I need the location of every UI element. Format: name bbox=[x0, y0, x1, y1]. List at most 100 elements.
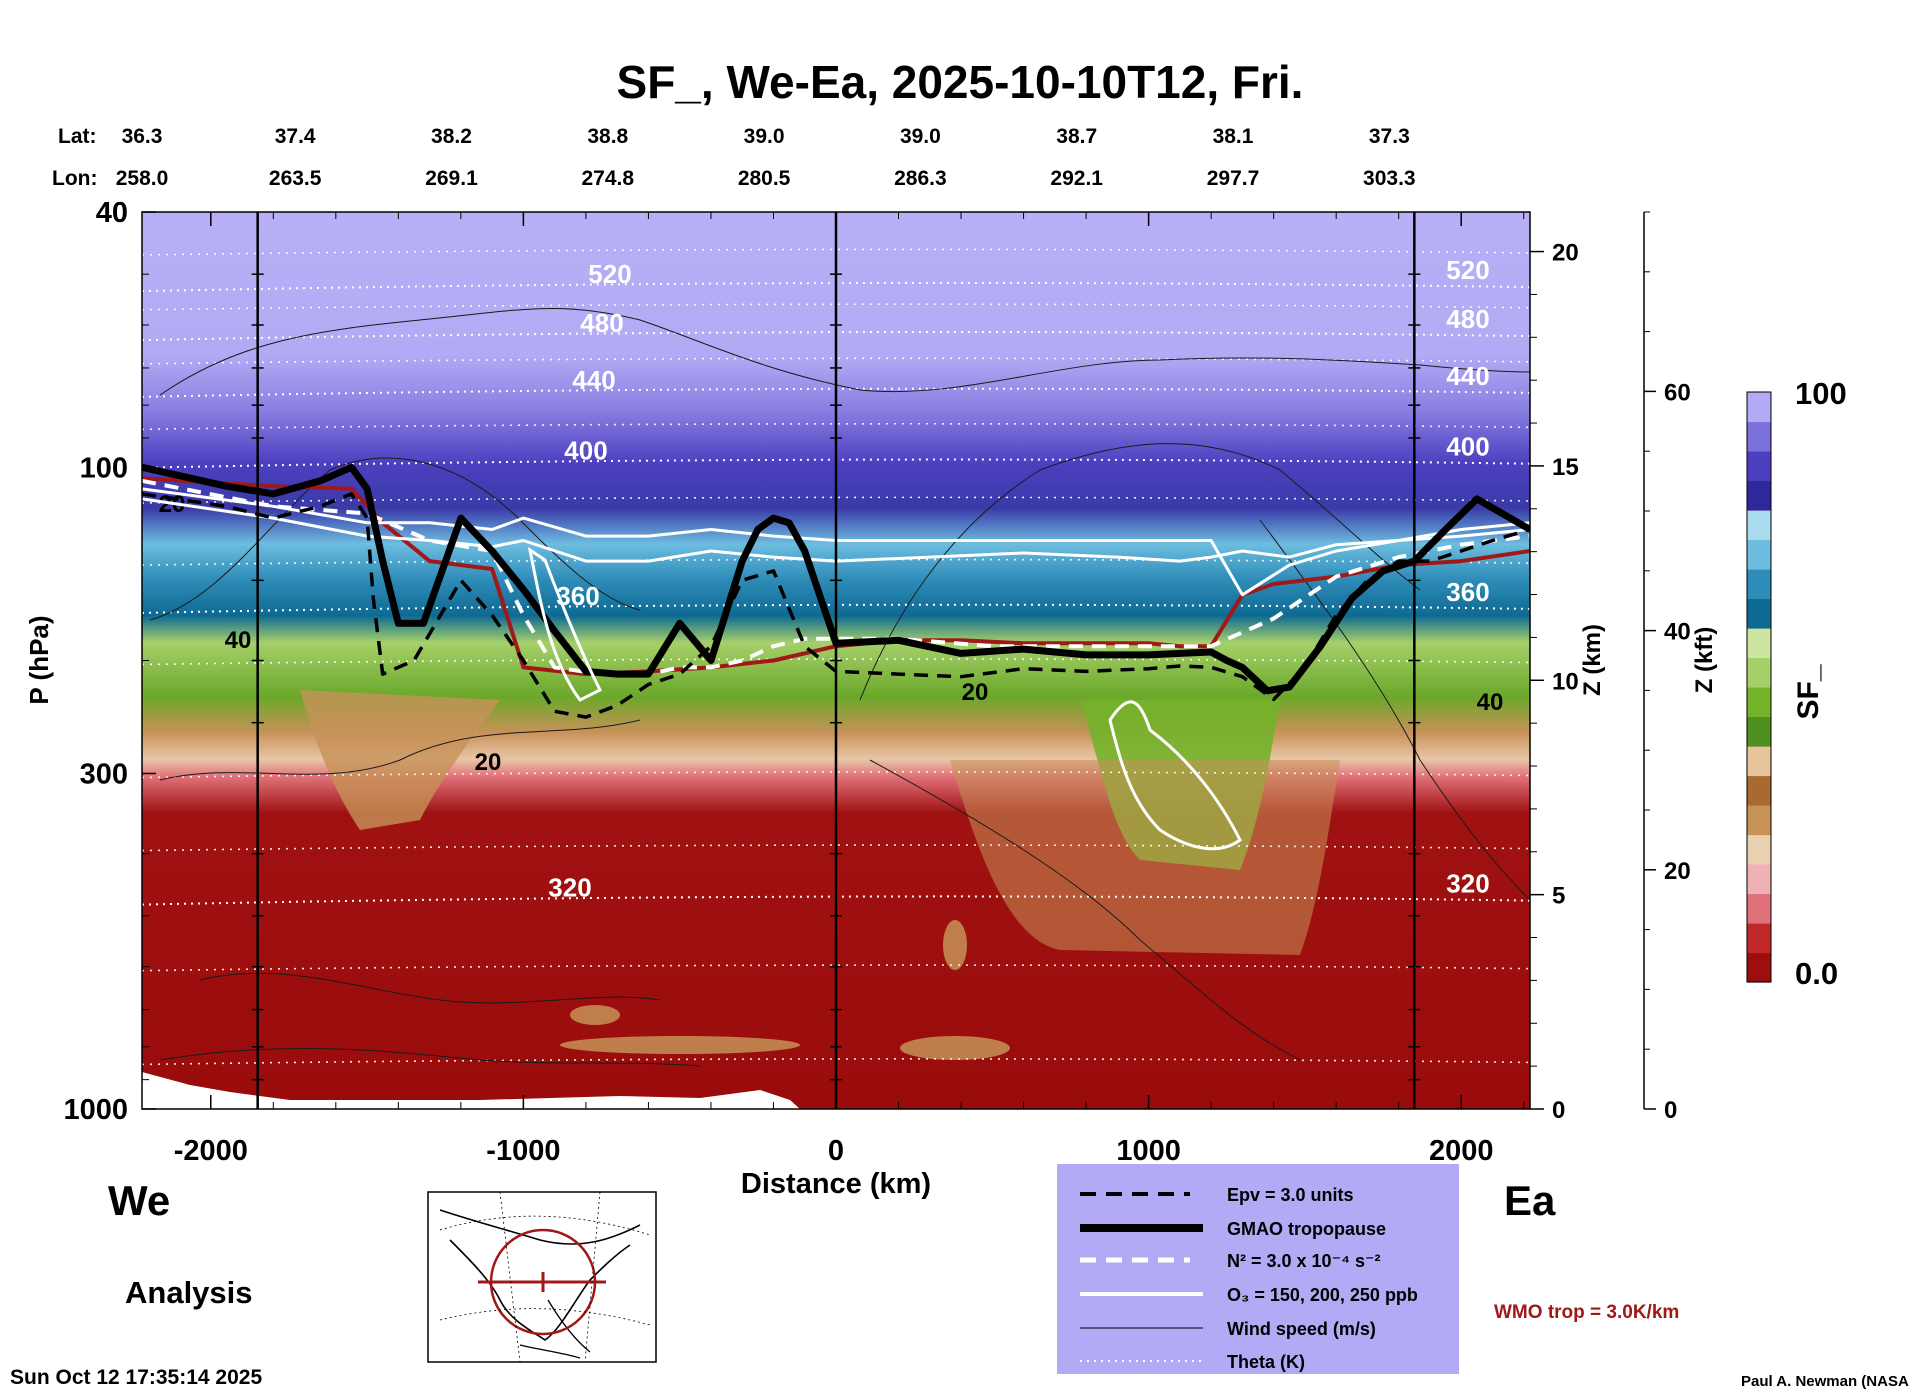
colorbar-max-label: 100 bbox=[1795, 376, 1847, 411]
theta-label: 440 bbox=[1446, 361, 1489, 391]
wind-label: 40 bbox=[1477, 689, 1504, 716]
low-level-patch-2 bbox=[900, 1036, 1010, 1060]
wind-label: 20 bbox=[962, 679, 989, 706]
y-axis-label: P (hPa) bbox=[24, 615, 54, 704]
wind-label: 40 bbox=[225, 627, 252, 654]
lat-label: Lat: bbox=[58, 125, 97, 148]
z-tick-label: 5 bbox=[1552, 883, 1565, 910]
lon-value: 274.8 bbox=[582, 167, 635, 190]
x-axis: -2000 -1000 0 1000 2000 bbox=[174, 212, 1525, 1167]
wind-contour bbox=[159, 307, 861, 396]
x-tick-label: -2000 bbox=[174, 1135, 248, 1167]
low-level-patch-1 bbox=[560, 1036, 800, 1054]
theta-label: 320 bbox=[548, 873, 591, 903]
z-tick-label: 10 bbox=[1552, 668, 1579, 695]
series-line bbox=[142, 463, 1530, 695]
colorbar-swatch bbox=[1747, 775, 1771, 806]
colorbar-swatch bbox=[1747, 716, 1771, 747]
series-line bbox=[142, 492, 1530, 719]
lon-value: 286.3 bbox=[894, 167, 947, 190]
kft-tick-label: 0 bbox=[1664, 1097, 1677, 1124]
colorbar-min-label: 0.0 bbox=[1795, 956, 1838, 991]
p-tick-label: 300 bbox=[80, 758, 128, 790]
legend-wind: Wind speed (m/s) bbox=[1227, 1319, 1376, 1339]
theta-label: 360 bbox=[1446, 577, 1489, 607]
legend: Epv = 3.0 units GMAO tropopause N² = 3.0… bbox=[1057, 1164, 1459, 1374]
lat-value: 38.2 bbox=[431, 125, 472, 148]
legend-o3: O₃ = 150, 200, 250 ppb bbox=[1227, 1285, 1418, 1305]
series-line bbox=[142, 497, 1530, 563]
p-tick-label: 1000 bbox=[63, 1094, 128, 1126]
x-axis-label: Distance (km) bbox=[741, 1168, 931, 1200]
x-tick-label: 2000 bbox=[1429, 1135, 1494, 1167]
colorbar-swatch bbox=[1747, 834, 1771, 865]
colorbar-swatch bbox=[1747, 628, 1771, 659]
lon-value: 263.5 bbox=[269, 167, 322, 190]
low-level-patch-4 bbox=[570, 1005, 620, 1025]
lat-value: 36.3 bbox=[122, 125, 163, 148]
kft-tick-label: 60 bbox=[1664, 379, 1691, 406]
legend-n2: N² = 3.0 x 10⁻⁴ s⁻² bbox=[1227, 1251, 1380, 1271]
lat-value: 38.8 bbox=[587, 125, 628, 148]
wind-contour bbox=[859, 443, 1421, 701]
credit: Paul A. Newman (NASA bbox=[1741, 1373, 1909, 1390]
legend-theta: Theta (K) bbox=[1227, 1352, 1305, 1372]
colorbar-swatch bbox=[1747, 657, 1771, 688]
o3-contour bbox=[527, 546, 603, 702]
east-label: Ea bbox=[1504, 1177, 1556, 1224]
colorbar-label: SF_ bbox=[1792, 664, 1825, 719]
colorbar-swatch bbox=[1747, 893, 1771, 924]
lat-value: 38.7 bbox=[1056, 125, 1097, 148]
lon-value: 297.7 bbox=[1207, 167, 1260, 190]
lat-value: 39.0 bbox=[900, 125, 941, 148]
p-tick-label: 40 bbox=[96, 197, 128, 229]
z-tick-label: 15 bbox=[1552, 454, 1579, 481]
lon-value: 258.0 bbox=[116, 167, 169, 190]
theta-label: 320 bbox=[1446, 869, 1489, 899]
brown-trough-east bbox=[950, 760, 1340, 955]
colorbar-swatch bbox=[1747, 746, 1771, 777]
colorbar: 100 0.0 bbox=[1746, 376, 1847, 991]
lat-value: 37.4 bbox=[275, 125, 316, 148]
wind-contour bbox=[859, 357, 1530, 393]
theta-label: 360 bbox=[556, 581, 599, 611]
p-tick-label: 100 bbox=[80, 452, 128, 484]
colorbar-swatch bbox=[1747, 421, 1771, 452]
theta-label: 400 bbox=[564, 436, 607, 466]
legend-epv: Epv = 3.0 units bbox=[1227, 1185, 1354, 1205]
z-kft-axis: 0 20 40 60 bbox=[1643, 211, 1691, 1124]
timestamp: Sun Oct 12 17:35:14 2025 bbox=[10, 1366, 262, 1389]
colorbar-swatch bbox=[1747, 952, 1771, 983]
theta-label: 520 bbox=[588, 259, 631, 289]
colorbar-frame bbox=[1746, 391, 1772, 983]
kft-tick-label: 40 bbox=[1664, 619, 1691, 646]
colorbar-swatch bbox=[1747, 598, 1771, 629]
wind-contour bbox=[149, 457, 641, 621]
lat-lon-header: Lat: Lon: 36.3 258.0 37.4 263.5 38.2 269.1 38.… bbox=[52, 125, 1416, 190]
colorbar-swatch bbox=[1747, 451, 1771, 482]
lat-value: 37.3 bbox=[1369, 125, 1410, 148]
colorbar-swatch bbox=[1747, 392, 1771, 423]
colorbar-swatch bbox=[1747, 864, 1771, 895]
theta-label: 440 bbox=[572, 365, 615, 395]
z-tick-label: 0 bbox=[1552, 1097, 1565, 1124]
wind-contour bbox=[869, 759, 1301, 1061]
lon-value: 269.1 bbox=[425, 167, 478, 190]
low-level-patch-3 bbox=[943, 920, 967, 970]
west-label: We bbox=[108, 1177, 170, 1224]
colorbar-swatch bbox=[1747, 805, 1771, 836]
colorbar-swatch bbox=[1747, 510, 1771, 541]
x-tick-label: 0 bbox=[828, 1135, 844, 1167]
analysis-label: Analysis bbox=[125, 1275, 253, 1310]
series-line bbox=[142, 478, 1530, 677]
terrain bbox=[142, 1072, 800, 1109]
z-km-axis: 0 5 10 15 20 bbox=[1530, 240, 1579, 1124]
theta-label: 520 bbox=[1446, 255, 1489, 285]
z-kft-axis-label: Z (kft) bbox=[1691, 627, 1718, 694]
theta-label: 480 bbox=[1446, 304, 1489, 334]
lat-value: 38.1 bbox=[1213, 125, 1254, 148]
lon-label: Lon: bbox=[52, 167, 97, 190]
colorbar-swatch bbox=[1747, 480, 1771, 511]
